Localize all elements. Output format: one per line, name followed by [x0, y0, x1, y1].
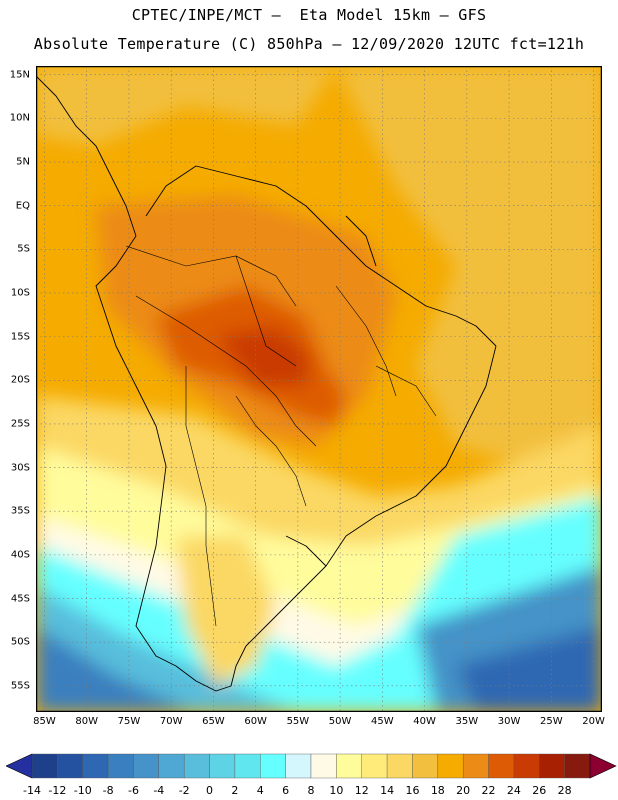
map-panel	[36, 66, 602, 712]
colorbar-tick-label: 8	[307, 784, 315, 797]
colorbar-swatch	[234, 753, 261, 779]
lat-tick-label: 55S	[10, 680, 30, 692]
caribbean-coast	[145, 165, 497, 347]
temperature-map	[36, 66, 602, 712]
lat-tick-label: 15N	[9, 69, 30, 81]
colorbar-swatch	[539, 753, 565, 779]
lon-tick-label: 70W	[159, 716, 183, 727]
colorbar-tick-label: -10	[73, 784, 92, 797]
field-mid-blue	[36, 626, 196, 712]
field-deep-blue	[456, 626, 602, 712]
lon-tick-label: 65W	[202, 716, 225, 727]
colorbar-tick-label: -2	[178, 784, 190, 797]
colorbar-swatch	[513, 753, 540, 779]
colorbar-swatch	[133, 753, 160, 779]
colorbar-tick-label: -8	[102, 784, 114, 797]
colorbar-tick-label: -4	[153, 784, 165, 797]
colorbar-tick-label: 0	[206, 784, 214, 797]
colorbar-swatch	[183, 753, 210, 779]
lat-tick-label: 25S	[10, 418, 30, 430]
field-caribbean	[36, 66, 336, 146]
lat-tick-label: EQ	[15, 200, 30, 212]
lat-tick-label: 20S	[10, 374, 30, 386]
country-borders	[125, 245, 437, 627]
lat-tick-label: 5S	[17, 243, 30, 255]
lat-tick-label: 50S	[10, 636, 30, 648]
lat-tick-label: 5N	[16, 156, 30, 168]
border-3	[235, 255, 297, 367]
colorbar-swatch	[437, 753, 464, 779]
colorbar-tick-label: 24	[506, 784, 521, 797]
colorbar-swatch	[386, 753, 413, 779]
lon-tick-label: 75W	[117, 716, 141, 727]
colorbar-tick-label: 20	[456, 784, 471, 797]
colorbar-swatch	[285, 753, 312, 779]
field-hot-core-2	[216, 326, 311, 386]
south-america-coast	[95, 235, 497, 692]
lat-tick-label: 10S	[10, 287, 30, 299]
lat-tick-label: 40S	[10, 549, 30, 561]
la-plata	[285, 535, 327, 567]
colorbar-tick-label: 4	[256, 784, 264, 797]
lon-tick-label: 60W	[244, 716, 267, 727]
lon-tick-label: 50W	[328, 716, 352, 727]
colorbar-tick-label: -14	[23, 784, 41, 797]
colorbar-tick-label: 12	[354, 784, 369, 797]
colorbar-swatch	[310, 753, 337, 779]
lat-tick-label: 35S	[10, 505, 30, 517]
colorbar-swatch	[31, 753, 58, 779]
lat-tick-label: 10N	[9, 112, 30, 124]
border-2	[135, 295, 317, 447]
border-5	[235, 395, 307, 507]
colorbar-tick-label: 26	[532, 784, 547, 797]
colorbar-swatch	[361, 753, 388, 779]
lon-tick-label: 85W	[33, 716, 56, 727]
field-atlantic-north	[336, 66, 602, 486]
lat-tick-label: 15S	[10, 331, 30, 343]
colorbar-tick-label: 28	[557, 784, 572, 797]
colorbar-swatch	[57, 753, 83, 779]
colorbar-swatch	[107, 753, 134, 779]
colorbar-swatch	[158, 753, 185, 779]
lon-tick-label: 20W	[582, 716, 605, 727]
colorbar-tick-label: 6	[282, 784, 290, 797]
lon-tick-label: 25W	[540, 716, 563, 727]
colorbar-swatch	[209, 753, 236, 779]
chart-subtitle: Absolute Temperature (C) 850hPa — 12/09/…	[33, 35, 585, 53]
border-7	[375, 365, 437, 417]
field-patagonia-plume	[176, 536, 276, 686]
colorbar-tick-label: 10	[329, 784, 344, 797]
lon-tick-label: 45W	[371, 716, 394, 727]
chart-title: CPTEC/INPE/MCT — Eta Model 15km — GFS	[131, 6, 487, 24]
lon-tick-label: 80W	[75, 716, 98, 727]
colorbar-tick-label: 14	[380, 784, 395, 797]
colorbar-swatch	[488, 753, 515, 779]
central-america-coast	[36, 75, 137, 237]
lat-tick-label: 30S	[10, 462, 30, 474]
colorbar-over-arrow	[589, 753, 617, 779]
colorbar-tick-label: -12	[48, 784, 67, 797]
colorbar-tick-label: 18	[430, 784, 445, 797]
colorbar-under-arrow	[6, 753, 33, 779]
colorbar-swatch	[260, 753, 286, 779]
colorbar-tick-label: 2	[231, 784, 239, 797]
colorbar-swatch	[462, 753, 489, 779]
border-6	[335, 285, 397, 397]
colorbar-swatch	[82, 753, 109, 779]
colorbar-tick-label: -6	[127, 784, 139, 797]
lon-tick-label: 30W	[497, 716, 521, 727]
lon-tick-label: 40W	[413, 716, 436, 727]
colorbar-tick-label: 22	[481, 784, 496, 797]
coastlines	[36, 75, 497, 692]
colorbar-swatch	[336, 753, 362, 779]
colorbar-tick-label: 16	[405, 784, 420, 797]
colorbar	[6, 753, 617, 779]
border-4	[185, 366, 217, 627]
amazon-mouth	[345, 215, 377, 267]
lon-tick-label: 35W	[455, 716, 479, 727]
colorbar-swatch	[412, 753, 439, 779]
colorbar-swatch	[564, 753, 591, 779]
lon-tick-label: 55W	[286, 716, 310, 727]
lat-tick-label: 45S	[10, 593, 30, 604]
